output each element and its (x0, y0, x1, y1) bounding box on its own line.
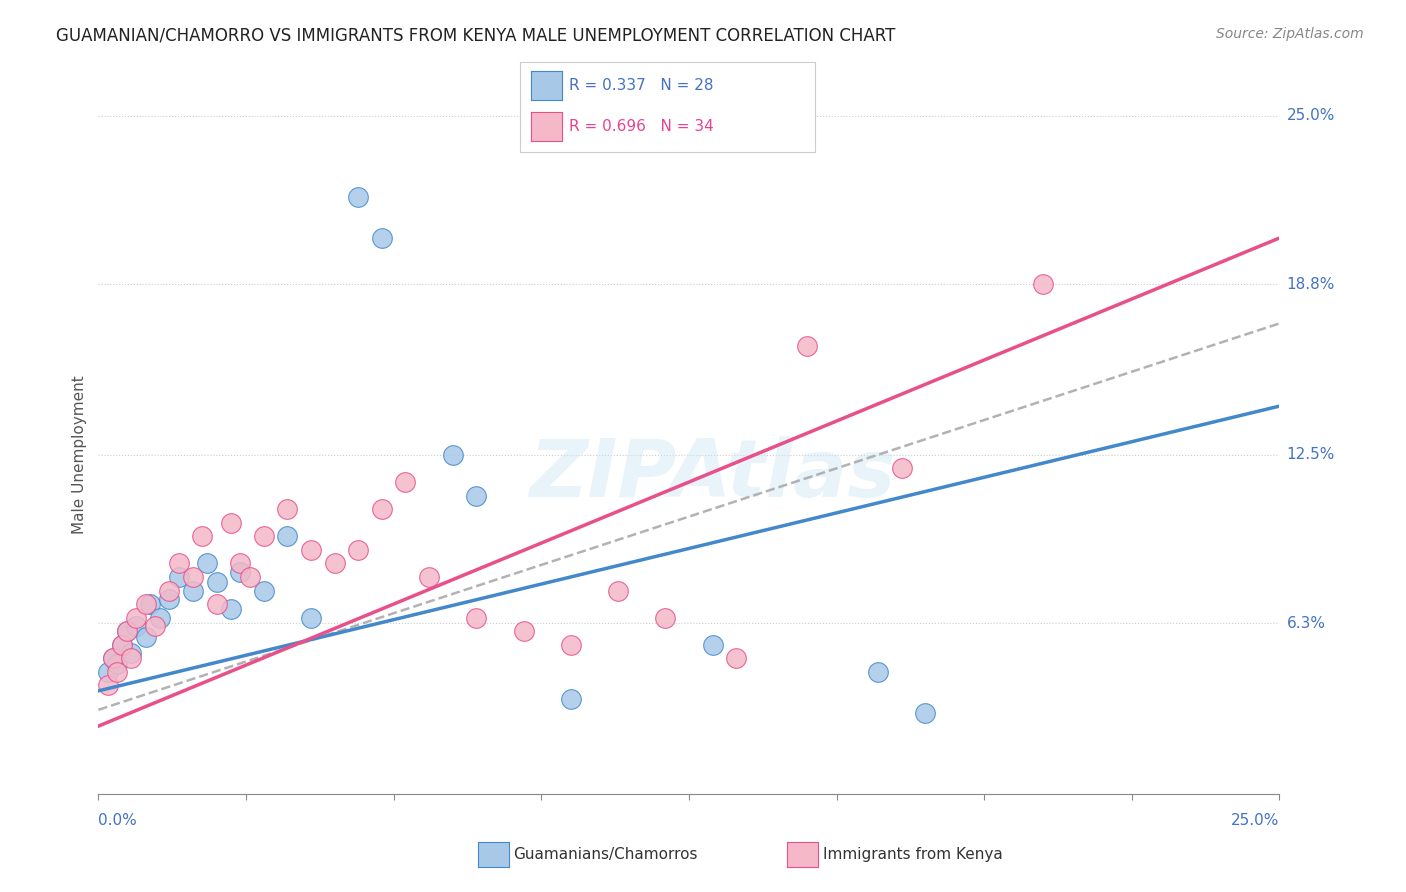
Text: R = 0.696   N = 34: R = 0.696 N = 34 (569, 120, 714, 134)
Point (371, 502, 394, 516)
Point (229, 565, 252, 579)
Point (253, 529, 276, 543)
Point (115, 624, 138, 639)
Point (276, 529, 298, 543)
Text: 6.3%: 6.3% (1286, 615, 1326, 631)
Point (465, 610, 488, 624)
Point (135, 597, 157, 611)
Point (914, 706, 936, 720)
Point (205, 575, 228, 590)
Point (121, 646, 143, 660)
Text: Guamanians/Chamorros: Guamanians/Chamorros (513, 847, 697, 862)
Point (465, 489, 488, 503)
Point (512, 624, 534, 639)
Point (97, 678, 120, 692)
Point (394, 475, 416, 489)
Point (143, 619, 166, 633)
Point (105, 657, 128, 671)
Point (115, 624, 138, 639)
Text: Immigrants from Kenya: Immigrants from Kenya (823, 847, 1002, 862)
Point (149, 610, 172, 624)
Point (111, 638, 134, 652)
Point (276, 502, 298, 516)
Point (607, 583, 630, 598)
Point (101, 651, 124, 665)
Point (219, 602, 242, 616)
Point (702, 638, 724, 652)
Point (97, 665, 120, 679)
Point (125, 610, 148, 624)
Point (219, 516, 242, 530)
Text: R = 0.337   N = 28: R = 0.337 N = 28 (569, 78, 714, 93)
Text: 18.8%: 18.8% (1286, 277, 1334, 292)
Point (105, 665, 128, 679)
Point (181, 570, 204, 584)
Point (1032, 277, 1054, 291)
Text: 12.5%: 12.5% (1286, 448, 1334, 462)
Text: ZIPAtlas: ZIPAtlas (530, 436, 896, 515)
Point (560, 692, 582, 706)
Point (654, 610, 676, 624)
Point (418, 570, 440, 584)
Point (239, 570, 262, 584)
Point (157, 583, 180, 598)
Point (121, 651, 143, 665)
Text: 25.0%: 25.0% (1232, 814, 1279, 828)
Point (253, 583, 276, 598)
Text: 25.0%: 25.0% (1286, 109, 1334, 123)
Point (101, 651, 124, 665)
Point (139, 597, 162, 611)
Point (725, 651, 748, 665)
Point (157, 591, 180, 606)
Point (441, 448, 464, 462)
Point (299, 542, 322, 557)
Y-axis label: Male Unemployment: Male Unemployment (72, 376, 87, 534)
Point (866, 665, 889, 679)
Point (560, 638, 582, 652)
Point (229, 557, 252, 571)
Point (347, 190, 370, 204)
Point (323, 557, 346, 571)
Text: Source: ZipAtlas.com: Source: ZipAtlas.com (1216, 27, 1364, 41)
Point (191, 529, 214, 543)
Point (167, 570, 190, 584)
Point (125, 619, 148, 633)
Point (796, 339, 818, 353)
Point (195, 557, 218, 571)
Point (167, 557, 190, 571)
Point (347, 542, 370, 557)
Point (299, 610, 322, 624)
Text: 0.0%: 0.0% (98, 814, 138, 828)
Point (205, 597, 228, 611)
Point (111, 638, 134, 652)
Point (371, 231, 394, 245)
Point (135, 630, 157, 644)
Point (181, 583, 204, 598)
Point (890, 461, 912, 475)
Text: GUAMANIAN/CHAMORRO VS IMMIGRANTS FROM KENYA MALE UNEMPLOYMENT CORRELATION CHART: GUAMANIAN/CHAMORRO VS IMMIGRANTS FROM KE… (56, 27, 896, 45)
